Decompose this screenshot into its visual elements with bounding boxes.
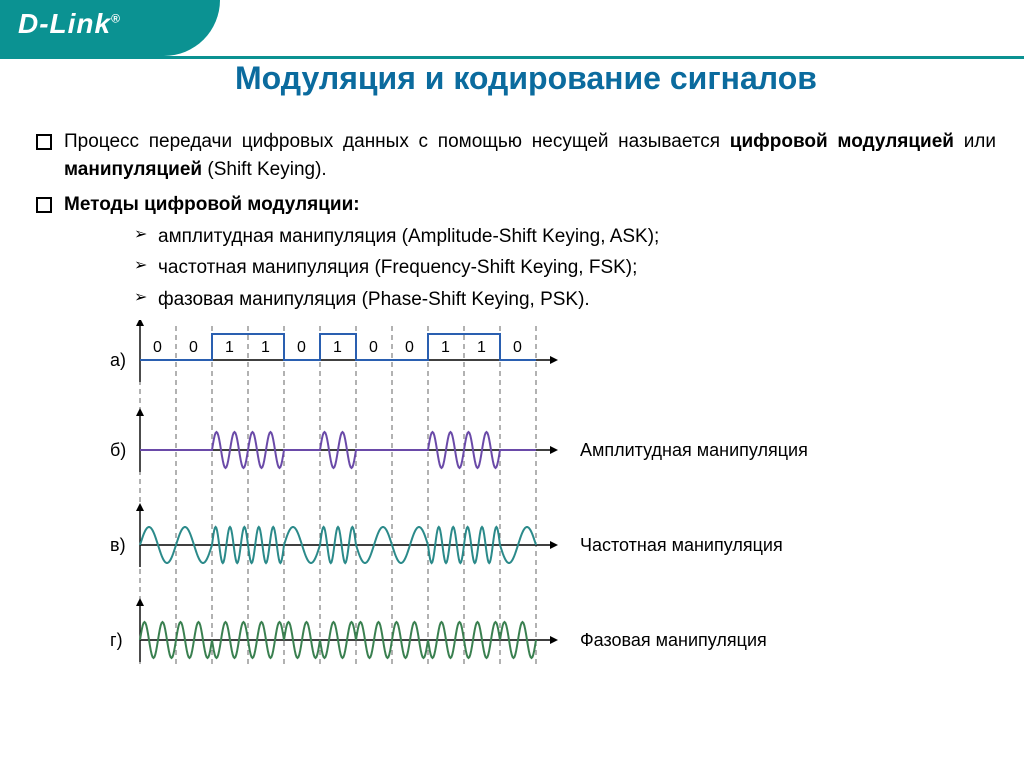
logo-reg: ® bbox=[111, 12, 121, 26]
svg-text:б): б) bbox=[110, 440, 126, 460]
page-title: Модуляция и кодирование сигналов bbox=[235, 60, 817, 97]
svg-text:1: 1 bbox=[441, 339, 450, 356]
svg-text:а): а) bbox=[110, 350, 126, 370]
logo: D-Link® bbox=[18, 8, 121, 40]
p1-pre: Процесс передачи цифровых данных с помощ… bbox=[64, 131, 730, 152]
svg-text:0: 0 bbox=[513, 339, 522, 356]
p1-post: (Shift Keying). bbox=[202, 159, 327, 180]
svg-text:1: 1 bbox=[477, 339, 486, 356]
title-underline bbox=[0, 56, 1024, 59]
svg-text:0: 0 bbox=[297, 339, 306, 356]
methods-header-text: Методы цифровой модуляции: bbox=[64, 194, 360, 215]
svg-text:г): г) bbox=[110, 630, 123, 650]
methods-list: амплитудная манипуляция (Amplitude-Shift… bbox=[134, 223, 996, 314]
svg-text:0: 0 bbox=[369, 339, 378, 356]
p1-mid: или bbox=[954, 131, 996, 152]
logo-text: D-Link bbox=[18, 8, 111, 39]
method-psk: фазовая манипуляция (Phase-Shift Keying,… bbox=[134, 286, 996, 314]
modulation-diagram: а) б) в) г) 0 0 1 1 0 1 0 0 1 1 0 Амплитудная манипуляц… bbox=[110, 320, 910, 745]
svg-text:0: 0 bbox=[153, 339, 162, 356]
diagram-svg: а) б) в) г) 0 0 1 1 0 1 0 0 1 1 0 Амплитудная манипуляц… bbox=[110, 320, 910, 740]
svg-text:1: 1 bbox=[261, 339, 270, 356]
svg-text:Частотная манипуляция: Частотная манипуляция bbox=[580, 535, 783, 555]
method-ask: амплитудная манипуляция (Amplitude-Shift… bbox=[134, 223, 996, 251]
svg-text:Амплитудная манипуляция: Амплитудная манипуляция bbox=[580, 440, 808, 460]
svg-text:в): в) bbox=[110, 535, 126, 555]
svg-text:1: 1 bbox=[333, 339, 342, 356]
svg-text:1: 1 bbox=[225, 339, 234, 356]
p1-b1: цифровой модуляцией bbox=[730, 131, 954, 152]
svg-text:0: 0 bbox=[405, 339, 414, 356]
svg-text:Фазовая манипуляция: Фазовая манипуляция bbox=[580, 630, 767, 650]
content-block: Процесс передачи цифровых данных с помощ… bbox=[36, 128, 996, 321]
method-fsk: частотная манипуляция (Frequency-Shift K… bbox=[134, 254, 996, 282]
para-1: Процесс передачи цифровых данных с помощ… bbox=[36, 128, 996, 183]
svg-text:0: 0 bbox=[189, 339, 198, 356]
methods-heading: Методы цифровой модуляции: амплитудная м… bbox=[36, 191, 996, 313]
p1-b2: манипуляцией bbox=[64, 159, 202, 180]
